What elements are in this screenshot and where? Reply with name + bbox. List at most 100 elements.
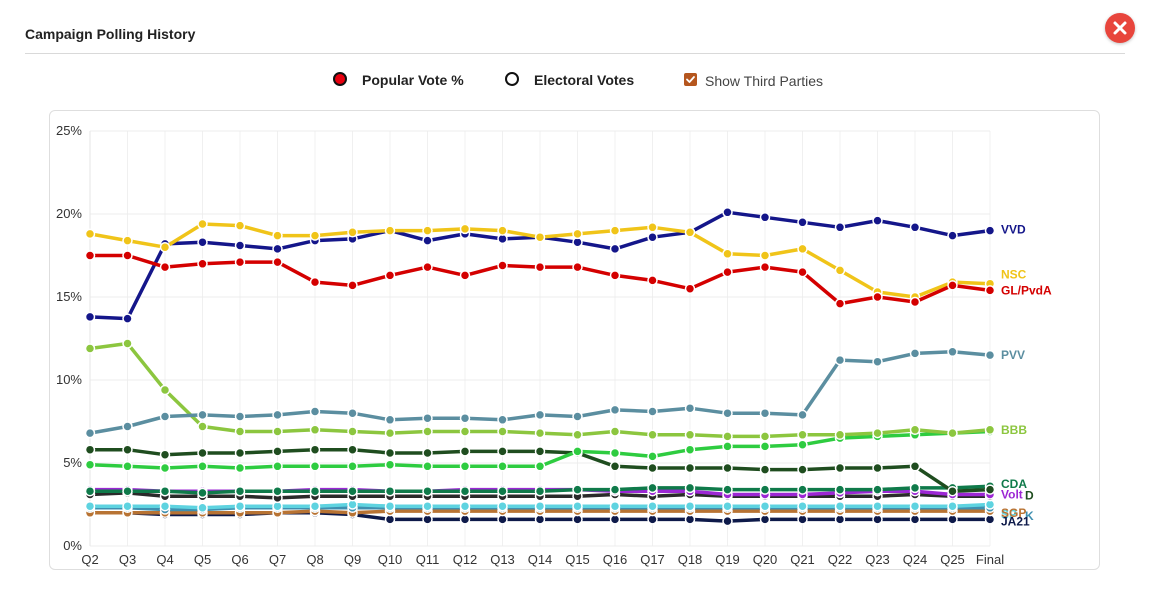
data-point <box>872 500 883 512</box>
data-point <box>272 446 283 457</box>
data-point <box>572 261 583 273</box>
data-point <box>234 447 246 459</box>
data-point <box>272 230 283 241</box>
x-tick-label: Q15 <box>565 552 590 567</box>
data-point <box>759 250 771 261</box>
data-point <box>647 429 658 441</box>
series-nsc <box>84 218 996 303</box>
data-point <box>759 464 771 475</box>
data-point <box>384 225 396 236</box>
data-point <box>947 485 958 497</box>
data-point <box>609 500 621 512</box>
data-point <box>459 270 471 281</box>
data-point <box>384 414 396 426</box>
data-point <box>84 485 96 497</box>
data-point <box>609 225 621 236</box>
data-point <box>422 261 433 273</box>
checkbox-checked-icon <box>684 73 697 86</box>
x-tick-label: Q8 <box>306 552 323 567</box>
x-tick-label: Q6 <box>231 552 248 567</box>
data-point <box>947 346 958 358</box>
data-point <box>159 485 171 497</box>
end-label-pvv: PVV <box>1001 348 1025 362</box>
data-point <box>647 462 658 474</box>
data-point <box>609 243 621 255</box>
x-tick-labels: Q2 Q3 Q4 Q5 Q6 Q7 Q8 Q9 Q10 Q11 Q12 Q13 Q14 Q15 Q16 Q17… <box>81 552 1004 567</box>
data-point <box>909 482 921 494</box>
data-point <box>947 230 958 241</box>
data-point <box>647 275 658 286</box>
chart-grid <box>89 130 991 547</box>
data-point <box>459 446 471 457</box>
x-tick-label: Q7 <box>269 552 286 567</box>
data-point <box>197 487 208 499</box>
chart-controls: Popular Vote % Electoral Votes Show Thir… <box>0 70 1150 92</box>
x-tick-label: Q17 <box>640 552 665 567</box>
x-tick-label: Q20 <box>753 552 778 567</box>
data-point <box>572 500 583 512</box>
modal-title: Campaign Polling History <box>25 26 196 42</box>
data-point <box>422 485 433 497</box>
end-label-gl-pvda: GL/PvdA <box>1001 283 1052 297</box>
data-point <box>122 313 133 324</box>
show-third-parties-label: Show Third Parties <box>705 73 824 89</box>
data-point <box>984 349 996 361</box>
end-label-d: D <box>1025 489 1034 503</box>
data-point <box>272 243 283 255</box>
data-point <box>647 406 658 417</box>
y-tick-label: 0% <box>63 538 82 553</box>
close-x-icon <box>1113 21 1127 35</box>
data-point <box>497 485 508 497</box>
data-point <box>84 500 96 512</box>
data-point <box>534 409 546 421</box>
data-point <box>534 446 546 457</box>
data-point <box>797 243 808 255</box>
data-point <box>684 444 696 455</box>
data-point <box>797 429 808 441</box>
data-point <box>722 515 733 527</box>
data-point <box>722 248 733 260</box>
x-tick-label: Q2 <box>81 552 98 567</box>
data-point <box>684 482 696 494</box>
data-point <box>159 384 171 396</box>
series-gl-pvda <box>84 250 996 309</box>
series-cda <box>84 480 996 499</box>
data-point <box>84 444 96 455</box>
data-point <box>872 462 883 474</box>
x-tick-label: Q25 <box>940 552 965 567</box>
data-point <box>309 424 321 436</box>
data-point <box>459 461 471 472</box>
radio-checked-icon <box>333 72 347 86</box>
data-point <box>572 228 583 240</box>
x-tick-label: Q16 <box>603 552 628 567</box>
data-point <box>309 485 321 497</box>
data-point <box>234 426 246 437</box>
data-point <box>459 500 471 512</box>
data-point <box>122 250 133 261</box>
data-point <box>234 411 246 422</box>
data-point <box>647 222 658 233</box>
data-point <box>684 227 696 238</box>
data-point <box>159 449 171 460</box>
series-d66 <box>84 444 996 497</box>
data-point <box>422 412 433 424</box>
y-tick-label: 10% <box>56 372 82 387</box>
data-point <box>722 462 733 474</box>
data-point <box>834 462 846 474</box>
data-point <box>159 261 171 273</box>
close-button[interactable] <box>1105 13 1135 43</box>
x-tick-label: Q12 <box>453 552 478 567</box>
data-point <box>872 291 883 303</box>
data-point <box>834 354 846 366</box>
data-point <box>234 220 246 231</box>
electoral-votes-label: Electoral Votes <box>534 72 635 88</box>
data-point <box>984 424 996 436</box>
data-point <box>347 485 358 497</box>
series-pvv <box>84 346 996 439</box>
data-point <box>272 426 283 437</box>
data-point <box>759 261 771 273</box>
x-tick-label: Q9 <box>344 552 361 567</box>
x-tick-label: Q18 <box>678 552 703 567</box>
data-point <box>797 464 808 475</box>
